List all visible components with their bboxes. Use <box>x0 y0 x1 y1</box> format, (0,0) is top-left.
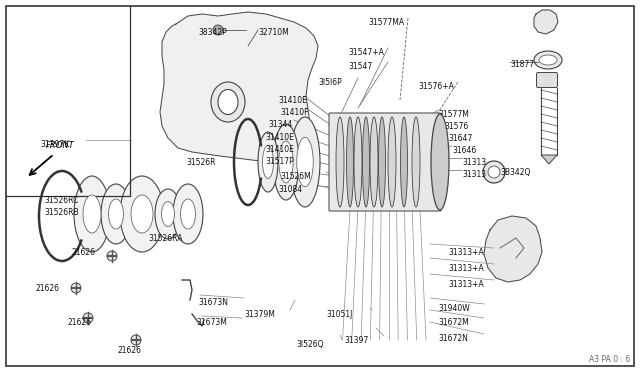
Ellipse shape <box>362 117 369 207</box>
Ellipse shape <box>262 145 273 179</box>
Ellipse shape <box>180 199 195 229</box>
Circle shape <box>83 313 93 323</box>
Text: 31313+A: 31313+A <box>448 264 484 273</box>
Ellipse shape <box>74 176 110 252</box>
Ellipse shape <box>401 117 408 207</box>
Text: 31410E: 31410E <box>278 96 307 105</box>
Ellipse shape <box>109 199 124 229</box>
Text: 31313+A: 31313+A <box>448 280 484 289</box>
Circle shape <box>107 251 117 261</box>
Text: 21626: 21626 <box>72 248 96 257</box>
Text: 31410F: 31410F <box>280 108 308 117</box>
Polygon shape <box>534 10 558 34</box>
Text: 31577M: 31577M <box>438 110 469 119</box>
Ellipse shape <box>488 166 500 178</box>
Text: 21626: 21626 <box>36 284 60 293</box>
Ellipse shape <box>279 141 293 183</box>
FancyBboxPatch shape <box>329 113 441 211</box>
Ellipse shape <box>131 195 153 233</box>
Text: 31673M: 31673M <box>196 318 227 327</box>
Ellipse shape <box>101 184 131 244</box>
Text: 31577MA: 31577MA <box>368 18 404 27</box>
Text: 3B342Q: 3B342Q <box>500 168 531 177</box>
Text: 31547: 31547 <box>348 62 372 71</box>
Text: 38342P: 38342P <box>198 28 227 37</box>
Text: 3I5I6P: 3I5I6P <box>318 78 342 87</box>
Text: 31877: 31877 <box>510 60 534 69</box>
Text: 31646: 31646 <box>452 146 476 155</box>
Ellipse shape <box>173 184 203 244</box>
Text: 31313+A: 31313+A <box>448 248 484 257</box>
Text: 31051J: 31051J <box>326 310 353 319</box>
Text: 31084: 31084 <box>278 185 302 194</box>
Text: 31526RB: 31526RB <box>44 208 79 217</box>
Polygon shape <box>160 12 318 162</box>
Text: 31576: 31576 <box>444 122 468 131</box>
FancyBboxPatch shape <box>536 73 557 87</box>
Text: 21626: 21626 <box>118 346 142 355</box>
Text: 32710M: 32710M <box>258 28 289 37</box>
Circle shape <box>131 335 141 345</box>
Text: 31344: 31344 <box>268 120 292 129</box>
Ellipse shape <box>370 117 378 207</box>
Text: 31526R: 31526R <box>186 158 216 167</box>
Ellipse shape <box>258 132 278 192</box>
Text: 31547+A: 31547+A <box>348 48 384 57</box>
Ellipse shape <box>378 117 385 207</box>
Text: 31672M: 31672M <box>438 318 468 327</box>
Ellipse shape <box>431 114 449 210</box>
Text: 31410E: 31410E <box>265 145 294 154</box>
Ellipse shape <box>539 55 557 65</box>
Polygon shape <box>541 155 557 164</box>
Text: 31397: 31397 <box>344 336 368 345</box>
Text: 31313: 31313 <box>462 158 486 167</box>
Ellipse shape <box>297 137 313 187</box>
Text: 31313: 31313 <box>462 170 486 179</box>
Ellipse shape <box>161 202 175 227</box>
Text: 31673N: 31673N <box>198 298 228 307</box>
Ellipse shape <box>483 161 505 183</box>
Ellipse shape <box>155 189 181 239</box>
Ellipse shape <box>534 51 562 69</box>
Ellipse shape <box>290 117 320 207</box>
Ellipse shape <box>388 117 396 207</box>
Text: 31397K: 31397K <box>40 140 69 149</box>
Text: A3 PA 0 : 6: A3 PA 0 : 6 <box>589 355 630 364</box>
Text: 31940W: 31940W <box>438 304 470 313</box>
Text: 31526RC: 31526RC <box>44 196 78 205</box>
Text: 31672N: 31672N <box>438 334 468 343</box>
Ellipse shape <box>336 117 344 207</box>
Text: 3I526Q: 3I526Q <box>296 340 323 349</box>
Ellipse shape <box>354 117 362 207</box>
Ellipse shape <box>412 117 420 207</box>
Circle shape <box>71 283 81 293</box>
Text: 31379M: 31379M <box>244 310 275 319</box>
Ellipse shape <box>120 176 164 252</box>
Ellipse shape <box>211 82 245 122</box>
Text: FRONT: FRONT <box>46 141 75 150</box>
Ellipse shape <box>218 90 238 115</box>
Text: 31576+A: 31576+A <box>418 82 454 91</box>
Text: 31647: 31647 <box>448 134 472 143</box>
Text: 31526RA: 31526RA <box>148 234 182 243</box>
Text: 21626: 21626 <box>68 318 92 327</box>
Ellipse shape <box>346 117 353 207</box>
Polygon shape <box>484 216 542 282</box>
Text: 31526M: 31526M <box>280 172 311 181</box>
Ellipse shape <box>83 195 101 233</box>
Text: 31410E: 31410E <box>265 133 294 142</box>
Ellipse shape <box>273 124 299 200</box>
Text: 31517P: 31517P <box>265 157 294 166</box>
Circle shape <box>213 25 223 35</box>
